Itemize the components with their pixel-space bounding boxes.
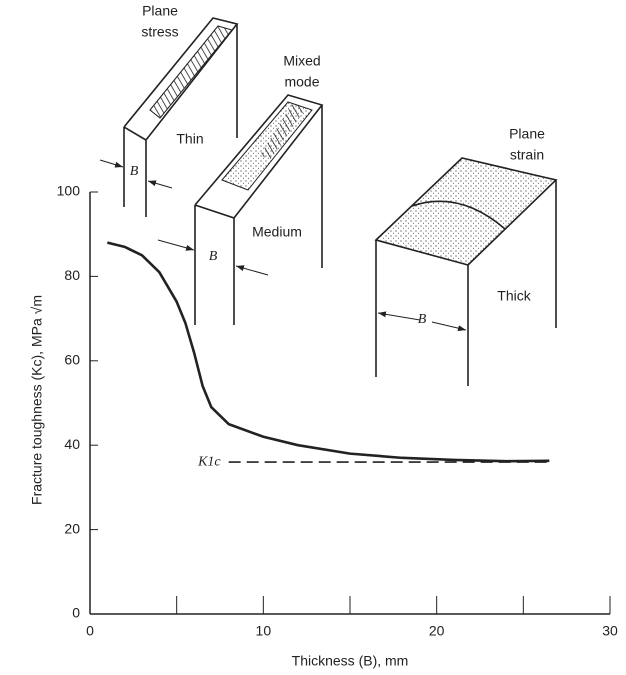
- dimension-label: B: [209, 249, 218, 264]
- x-tick-label: 0: [86, 623, 94, 639]
- y-axis-label: Fracture toughness (Kc), MPa √m: [29, 295, 45, 505]
- mode-label: Plane: [142, 3, 178, 19]
- specimen-label: Thin: [176, 131, 203, 147]
- reference-label: K1c: [197, 454, 221, 469]
- medium-specimen: [158, 95, 322, 325]
- mode-label: Mixed: [283, 53, 320, 69]
- mode-label: mode: [284, 74, 319, 90]
- specimen-label: Thick: [497, 288, 531, 304]
- dimension-label: B: [130, 164, 139, 179]
- x-axis-label: Thickness (B), mm: [292, 653, 409, 669]
- x-tick-label: 20: [429, 623, 445, 639]
- y-tick-label: 0: [72, 605, 80, 621]
- curve: [107, 243, 549, 462]
- chart: Thickness (B), mm Fracture toughness (Kc…: [0, 0, 626, 675]
- thin-specimen: [100, 18, 237, 217]
- thick-specimen: [376, 158, 556, 386]
- mode-label: Plane: [509, 126, 545, 142]
- x-tick-label: 30: [602, 623, 618, 639]
- y-tick-label: 20: [64, 520, 80, 536]
- y-tick-label: 60: [64, 352, 80, 368]
- specimen-label: Medium: [252, 224, 302, 240]
- y-tick-label: 100: [57, 183, 81, 199]
- y-tick-label: 80: [64, 267, 80, 283]
- x-tick-label: 10: [256, 623, 272, 639]
- mode-label: strain: [510, 147, 544, 163]
- dimension-label: B: [418, 312, 427, 327]
- mode-label: stress: [141, 24, 178, 40]
- y-tick-label: 40: [64, 436, 80, 452]
